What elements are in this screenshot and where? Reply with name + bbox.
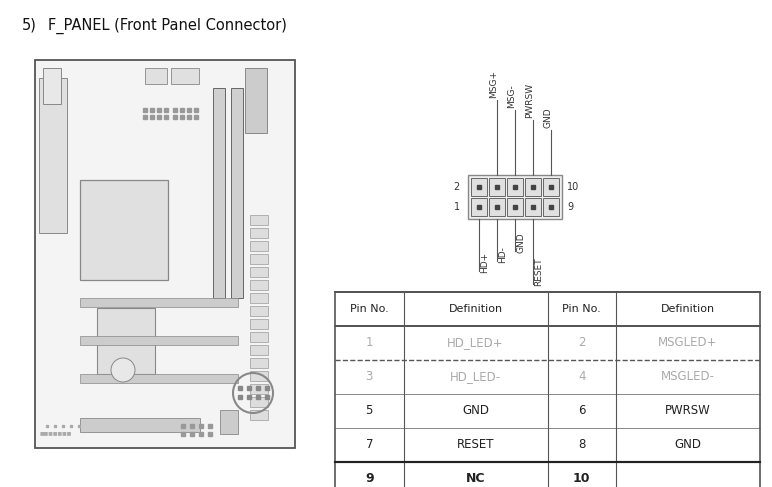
Bar [213, 88, 225, 298]
Bar [35, 60, 295, 448]
Bar [80, 336, 238, 345]
Text: 2: 2 [454, 182, 460, 192]
Text: ■■■■■■■: ■■■■■■■ [40, 430, 73, 435]
Text: Pin No.: Pin No. [350, 304, 388, 314]
Bar [231, 88, 243, 298]
Bar [250, 371, 268, 381]
Text: HD_LED-: HD_LED- [450, 371, 501, 383]
Bar [250, 397, 268, 407]
Text: 10: 10 [567, 182, 579, 192]
Text: GND: GND [516, 232, 526, 253]
Bar [80, 418, 200, 432]
Text: 4: 4 [578, 371, 585, 383]
Text: PWRSW: PWRSW [665, 405, 711, 417]
Bar [250, 280, 268, 290]
Bar [250, 410, 268, 420]
Text: MSGLED-: MSGLED- [661, 371, 715, 383]
Bar [145, 68, 167, 84]
Text: 9: 9 [567, 202, 573, 212]
Bar [250, 215, 268, 225]
Bar [220, 410, 238, 434]
Bar [80, 298, 238, 307]
Text: MSG+: MSG+ [489, 70, 499, 98]
Text: 1: 1 [365, 337, 373, 350]
Bar [468, 175, 562, 219]
Text: 7: 7 [365, 438, 373, 451]
Bar [250, 358, 268, 368]
Bar [97, 308, 155, 374]
Bar [543, 198, 559, 216]
Bar [245, 68, 267, 133]
Text: 5): 5) [22, 18, 37, 33]
Bar [80, 374, 238, 383]
Bar [171, 68, 199, 84]
Text: 9: 9 [365, 472, 374, 486]
Text: RESET: RESET [534, 257, 543, 286]
Bar [250, 228, 268, 238]
Bar [471, 198, 487, 216]
Bar [250, 254, 268, 264]
Text: HD_LED+: HD_LED+ [447, 337, 504, 350]
Bar [250, 293, 268, 303]
Text: PWRSW: PWRSW [526, 83, 534, 118]
Text: GND: GND [543, 107, 553, 128]
Bar [39, 78, 67, 233]
Bar [250, 306, 268, 316]
Bar [250, 319, 268, 329]
Bar [43, 68, 61, 104]
Text: MSGLED+: MSGLED+ [659, 337, 718, 350]
Text: 6: 6 [578, 405, 585, 417]
Text: F_PANEL (Front Panel Connector): F_PANEL (Front Panel Connector) [48, 18, 287, 34]
Bar [250, 384, 268, 394]
Circle shape [111, 358, 135, 382]
Text: NC: NC [466, 472, 486, 486]
Bar [507, 178, 523, 196]
Text: GND: GND [675, 438, 702, 451]
Bar [80, 180, 168, 280]
Text: Definition: Definition [661, 304, 715, 314]
Text: 5: 5 [366, 405, 373, 417]
Text: RESET: RESET [457, 438, 494, 451]
Text: 3: 3 [366, 371, 373, 383]
Text: HD+: HD+ [480, 252, 489, 273]
Bar [525, 198, 541, 216]
Text: 2: 2 [578, 337, 585, 350]
Text: HD-: HD- [499, 246, 507, 263]
Text: GND: GND [462, 405, 489, 417]
Bar [250, 267, 268, 277]
Bar [507, 198, 523, 216]
Text: 1: 1 [454, 202, 460, 212]
Text: 10: 10 [573, 472, 591, 486]
Text: Definition: Definition [449, 304, 503, 314]
Text: 8: 8 [578, 438, 585, 451]
Bar [525, 178, 541, 196]
Bar [543, 178, 559, 196]
Bar [489, 178, 505, 196]
Text: MSG-: MSG- [507, 84, 516, 108]
Bar [489, 198, 505, 216]
Bar [250, 332, 268, 342]
Bar [250, 241, 268, 251]
Text: Pin No.: Pin No. [562, 304, 601, 314]
Bar [250, 345, 268, 355]
Bar [471, 178, 487, 196]
